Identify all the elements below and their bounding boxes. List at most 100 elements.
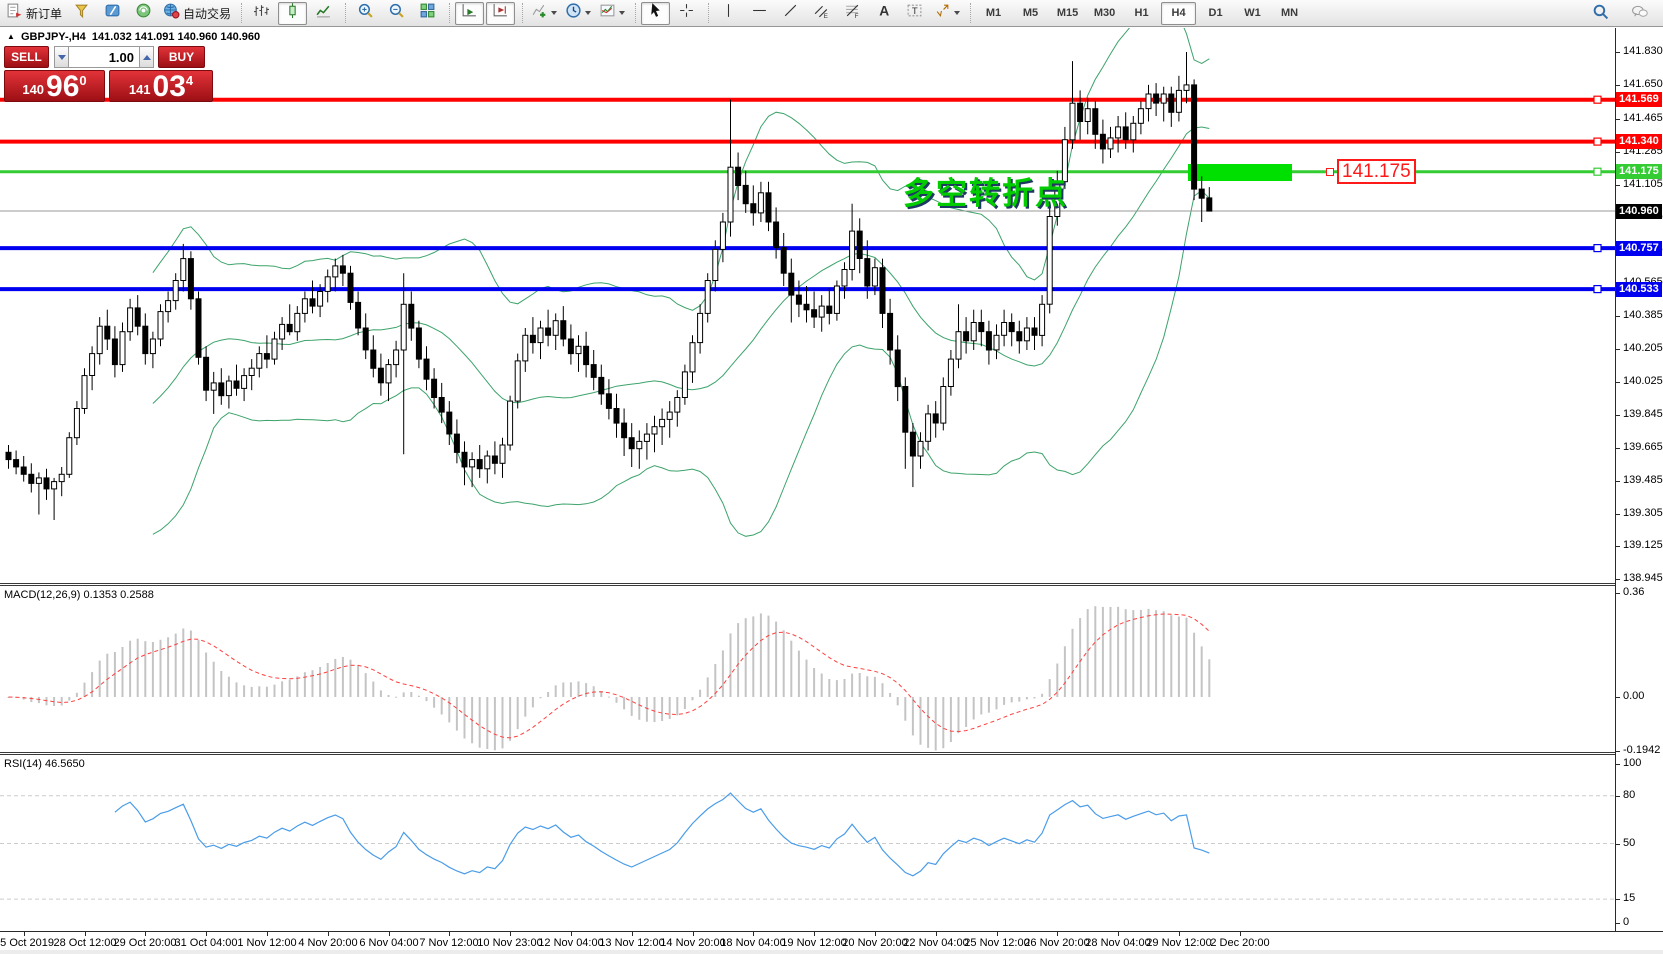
text-button[interactable]: A — [869, 2, 898, 25]
macd-histogram-bar — [281, 681, 284, 697]
macd-histogram-bar — [22, 697, 25, 700]
macd-histogram-bar — [501, 697, 504, 749]
toolbar-right-icons — [1585, 2, 1655, 25]
time-tick — [267, 932, 268, 936]
sell-price-display[interactable]: 140 96 0 — [4, 70, 105, 102]
metaeditor-button[interactable] — [98, 2, 127, 25]
horizontal-line-button[interactable] — [745, 2, 774, 25]
timeframe-m5-button[interactable]: M5 — [1022, 7, 1039, 19]
line-handle[interactable] — [1593, 137, 1602, 146]
macd-histogram-bar — [493, 697, 496, 751]
sell-button[interactable]: SELL — [4, 46, 49, 68]
macd-signal-line — [8, 613, 1210, 739]
timeframe-d1-button[interactable]: D1 — [1208, 7, 1223, 19]
macd-histogram-bar — [699, 689, 702, 697]
timeframe-m15-button[interactable]: M15 — [1056, 7, 1079, 19]
macd-histogram-bar — [866, 676, 869, 697]
macd-histogram-bar — [600, 691, 603, 697]
macd-histogram-bar — [174, 633, 177, 697]
macd-histogram-bar — [752, 616, 755, 697]
timeframe-m1-button[interactable]: M1 — [985, 7, 1002, 19]
time-axis-label: 1 Nov 12:00 — [237, 937, 297, 949]
time-tick — [85, 932, 86, 936]
arrows-button[interactable] — [931, 2, 963, 25]
time-tick — [936, 932, 937, 936]
macd-histogram-bar — [379, 690, 382, 697]
line-handle[interactable] — [1593, 95, 1602, 104]
price-axis[interactable]: 141.830141.650141.465141.285141.105140.9… — [1616, 28, 1663, 931]
line-handle[interactable] — [1593, 167, 1602, 176]
volume-input[interactable] — [69, 46, 139, 68]
panel-separator[interactable] — [0, 583, 1615, 584]
axis-tick — [1616, 415, 1620, 416]
volume-increase-button[interactable] — [139, 46, 154, 68]
buy-price-display[interactable]: 141 03 4 — [109, 70, 213, 102]
bollinger-upper-band — [152, 28, 1210, 311]
price-line-tag: 141.175 — [1616, 164, 1662, 179]
candlestick-button[interactable] — [278, 1, 308, 25]
fibonacci-button[interactable]: F — [838, 2, 867, 25]
buy-button[interactable]: BUY — [158, 46, 205, 68]
sell-price-prefix: 140 — [22, 82, 45, 97]
panel-separator[interactable] — [0, 752, 1615, 753]
macd-histogram-bar — [1170, 615, 1173, 697]
highlight-rectangle[interactable] — [1188, 164, 1292, 181]
equidistant-channel-button[interactable]: E — [807, 2, 836, 25]
chart-shift-button[interactable] — [486, 1, 516, 25]
zoom-out-button[interactable] — [382, 2, 411, 25]
macd-histogram-bar — [91, 672, 94, 697]
macd-histogram-bar — [615, 697, 618, 703]
trendline-button[interactable] — [776, 2, 805, 25]
axis-tick — [1616, 52, 1620, 53]
chart-text-annotation[interactable]: 多空转折点 — [903, 176, 1068, 211]
text-label-button[interactable]: T — [900, 2, 929, 25]
macd-histogram-bar — [813, 668, 816, 697]
signals-button[interactable] — [129, 2, 158, 25]
chart-canvas[interactable] — [0, 28, 1615, 931]
timeframe-h1-button[interactable]: H1 — [1134, 7, 1149, 19]
history-center-button[interactable] — [67, 2, 96, 25]
volume-decrease-button[interactable] — [54, 46, 69, 68]
macd-histogram-bar — [539, 697, 542, 699]
line-chart-button[interactable] — [309, 2, 338, 25]
autotrading-button[interactable]: 自动交易 — [160, 2, 234, 25]
timeframe-h4-button[interactable]: H4 — [1161, 1, 1197, 25]
time-tick — [389, 932, 390, 936]
macd-histogram-bar — [1071, 628, 1074, 697]
timeframe-m30-button[interactable]: M30 — [1093, 7, 1116, 19]
macd-histogram-bar — [987, 697, 990, 713]
macd-histogram-bar — [182, 628, 185, 697]
timeframe-mn-button[interactable]: MN — [1280, 7, 1299, 19]
macd-histogram-bar — [1155, 610, 1158, 697]
axis-tick — [1616, 514, 1620, 515]
periods-button[interactable] — [562, 2, 594, 25]
time-axis-label: 22 Nov 04:00 — [903, 937, 969, 949]
price-tick-label: 140.385 — [1623, 309, 1663, 321]
macd-histogram-bar — [995, 697, 998, 710]
zoom-in-button[interactable] — [351, 2, 380, 25]
timeframe-w1-button[interactable]: W1 — [1244, 7, 1261, 19]
chat-icon-button[interactable] — [1625, 2, 1654, 25]
search-icon-button[interactable] — [1586, 2, 1615, 25]
cursor-button[interactable] — [641, 1, 671, 25]
bollinger-middle-band — [152, 126, 1210, 404]
tile-windows-button[interactable] — [413, 2, 442, 25]
time-axis-label: 31 Oct 04:00 — [174, 937, 238, 949]
crosshair-button[interactable] — [672, 2, 701, 25]
macd-histogram-bar — [265, 686, 268, 697]
vertical-line-button[interactable] — [714, 2, 743, 25]
templates-button[interactable] — [596, 2, 628, 25]
auto-scroll-button[interactable] — [455, 1, 485, 25]
line-handle[interactable] — [1593, 285, 1602, 294]
indicators-button[interactable] — [528, 2, 560, 25]
macd-histogram-bar — [433, 697, 436, 708]
symbol-arrow-icon: ▲ — [7, 32, 15, 41]
bar-chart-button[interactable] — [247, 2, 276, 25]
new-order-button[interactable]: 新订单 — [3, 2, 65, 25]
price-callout-label[interactable]: 141.175 — [1337, 159, 1416, 184]
time-axis[interactable]: 25 Oct 2019 28 Oct 12:00 29 Oct 20:00 31 Oc… — [0, 932, 1615, 952]
line-handle[interactable] — [1593, 244, 1602, 253]
macd-histogram-bar — [661, 697, 664, 721]
indicators-icon — [531, 2, 548, 24]
